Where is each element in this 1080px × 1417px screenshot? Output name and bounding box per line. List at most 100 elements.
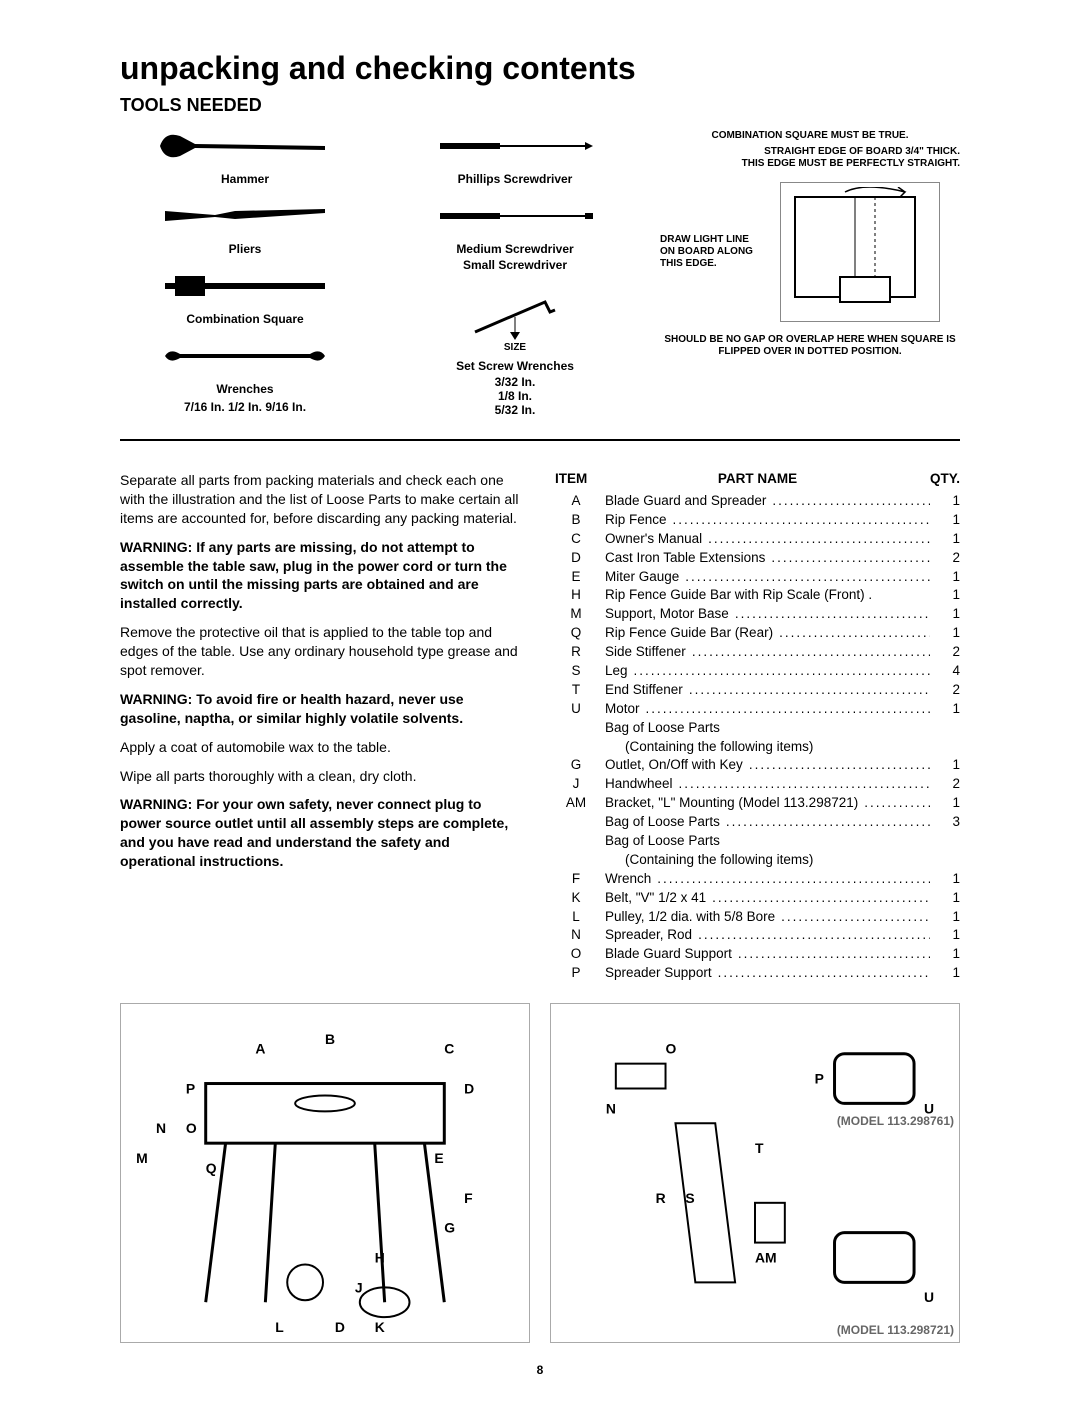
- page-number: 8: [120, 1363, 960, 1377]
- model-1-label: (MODEL 113.298761): [837, 1114, 954, 1128]
- svg-text:A: A: [255, 1041, 265, 1057]
- part-name: Miter Gauge: [605, 568, 930, 587]
- part-row: SLeg4: [555, 662, 960, 681]
- svg-text:M: M: [136, 1150, 148, 1166]
- part-item: M: [555, 605, 605, 624]
- svg-text:AM: AM: [755, 1250, 777, 1266]
- part-item: N: [555, 926, 605, 945]
- part-qty: 1: [930, 945, 960, 964]
- part-row: JHandwheel2: [555, 775, 960, 794]
- part-qty: 2: [930, 681, 960, 700]
- part-row: RSide Stiffener2: [555, 643, 960, 662]
- part-qty: [930, 832, 960, 851]
- tools-right-col: COMBINATION SQUARE MUST BE TRUE. STRAIGH…: [660, 126, 960, 424]
- part-name: Rip Fence Guide Bar with Rip Scale (Fron…: [605, 586, 930, 605]
- square-diagram: [780, 182, 940, 322]
- part-qty: 1: [930, 511, 960, 530]
- part-item: O: [555, 945, 605, 964]
- exploded-diagram-left: A B C D P N O M Q E F G H J L D K: [120, 1003, 530, 1343]
- part-name: Bag of Loose Parts: [605, 719, 930, 738]
- part-name: Bag of Loose Parts: [605, 813, 930, 832]
- svg-text:Q: Q: [206, 1160, 217, 1176]
- svg-text:P: P: [815, 1071, 824, 1087]
- svg-text:D: D: [464, 1081, 474, 1097]
- svg-text:N: N: [606, 1101, 616, 1117]
- comb-square-label: Combination Square: [120, 312, 370, 326]
- part-row: PSpreader Support1: [555, 964, 960, 983]
- part-row: BRip Fence1: [555, 511, 960, 530]
- part-item: P: [555, 964, 605, 983]
- comb-square-icon: [120, 266, 370, 306]
- part-row: OBlade Guard Support1: [555, 945, 960, 964]
- svg-text:O: O: [666, 1041, 677, 1057]
- part-row: FWrench1: [555, 870, 960, 889]
- svg-text:R: R: [656, 1190, 666, 1206]
- part-row: ABlade Guard and Spreader1: [555, 492, 960, 511]
- svg-text:U: U: [924, 1289, 934, 1305]
- part-qty: 1: [930, 870, 960, 889]
- square-note-bottom: SHOULD BE NO GAP OR OVERLAP HERE WHEN SQ…: [660, 334, 960, 358]
- part-name: Bag of Loose Parts: [605, 832, 930, 851]
- para-1: Separate all parts from packing material…: [120, 471, 525, 528]
- part-qty: 1: [930, 605, 960, 624]
- part-row: UMotor1: [555, 700, 960, 719]
- part-item: S: [555, 662, 605, 681]
- part-item: J: [555, 775, 605, 794]
- part-qty: 1: [930, 568, 960, 587]
- part-item: [555, 719, 605, 738]
- header-qty: QTY.: [910, 471, 960, 486]
- part-name: Belt, "V" 1/2 x 41: [605, 889, 930, 908]
- part-qty: 1: [930, 964, 960, 983]
- part-qty: 4: [930, 662, 960, 681]
- pliers-label: Pliers: [120, 242, 370, 256]
- hammer-label: Hammer: [120, 172, 370, 186]
- svg-text:K: K: [375, 1319, 385, 1335]
- part-row: TEnd Stiffener2: [555, 681, 960, 700]
- para-4-warning: WARNING: To avoid fire or health hazard,…: [120, 690, 525, 728]
- part-name: Pulley, 1/2 dia. with 5/8 Bore: [605, 908, 930, 927]
- part-item: F: [555, 870, 605, 889]
- svg-text:C: C: [444, 1041, 454, 1057]
- part-item: E: [555, 568, 605, 587]
- tools-section: Hammer Pliers Combination Square Wrenche…: [120, 126, 960, 441]
- header-item: ITEM: [555, 471, 605, 486]
- tools-left-col: Hammer Pliers Combination Square Wrenche…: [120, 126, 370, 424]
- part-qty: 1: [930, 794, 960, 813]
- part-row: AMBracket, "L" Mounting (Model 113.29872…: [555, 794, 960, 813]
- part-name: Motor: [605, 700, 930, 719]
- part-item: [555, 832, 605, 851]
- part-qty: 1: [930, 889, 960, 908]
- part-row: GOutlet, On/Off with Key1: [555, 756, 960, 775]
- part-name: Spreader Support: [605, 964, 930, 983]
- part-qty: 1: [930, 492, 960, 511]
- part-row: LPulley, 1/2 dia. with 5/8 Bore1: [555, 908, 960, 927]
- part-row: EMiter Gauge1: [555, 568, 960, 587]
- svg-text:G: G: [444, 1220, 455, 1236]
- tools-needed-heading: TOOLS NEEDED: [120, 95, 960, 116]
- part-name: (Containing the following items): [605, 738, 930, 757]
- wrenches-icon: [120, 336, 370, 376]
- part-row: Bag of Loose Parts3: [555, 813, 960, 832]
- square-note-right: STRAIGHT EDGE OF BOARD 3/4" THICK. THIS …: [740, 146, 960, 170]
- part-name: Support, Motor Base: [605, 605, 930, 624]
- pliers-icon: [120, 196, 370, 236]
- part-name: Cast Iron Table Extensions: [605, 549, 930, 568]
- part-row: DCast Iron Table Extensions2: [555, 549, 960, 568]
- parts-list: ABlade Guard and Spreader1BRip Fence1COw…: [555, 492, 960, 983]
- model-2-label: (MODEL 113.298721): [837, 1323, 954, 1337]
- part-qty: 1: [930, 756, 960, 775]
- svg-text:D: D: [335, 1319, 345, 1335]
- svg-text:L: L: [275, 1319, 284, 1335]
- part-name: Owner's Manual: [605, 530, 930, 549]
- small-screw-label: Small Screwdriver: [390, 258, 640, 272]
- tools-mid-col: Phillips Screwdriver Medium Screwdriver …: [390, 126, 640, 424]
- para-7-warning: WARNING: For your own safety, never conn…: [120, 795, 525, 871]
- setscrew-s2: 1/8 In.: [390, 389, 640, 403]
- part-name: Rip Fence Guide Bar (Rear): [605, 624, 930, 643]
- svg-text:S: S: [685, 1190, 694, 1206]
- wrenches-sizes: 7/16 In. 1/2 In. 9/16 In.: [120, 400, 370, 414]
- diagrams-row: A B C D P N O M Q E F G H J L D K N O R: [120, 1003, 960, 1343]
- part-qty: 3: [930, 813, 960, 832]
- part-name: Handwheel: [605, 775, 930, 794]
- setscrew-icon: [390, 282, 640, 342]
